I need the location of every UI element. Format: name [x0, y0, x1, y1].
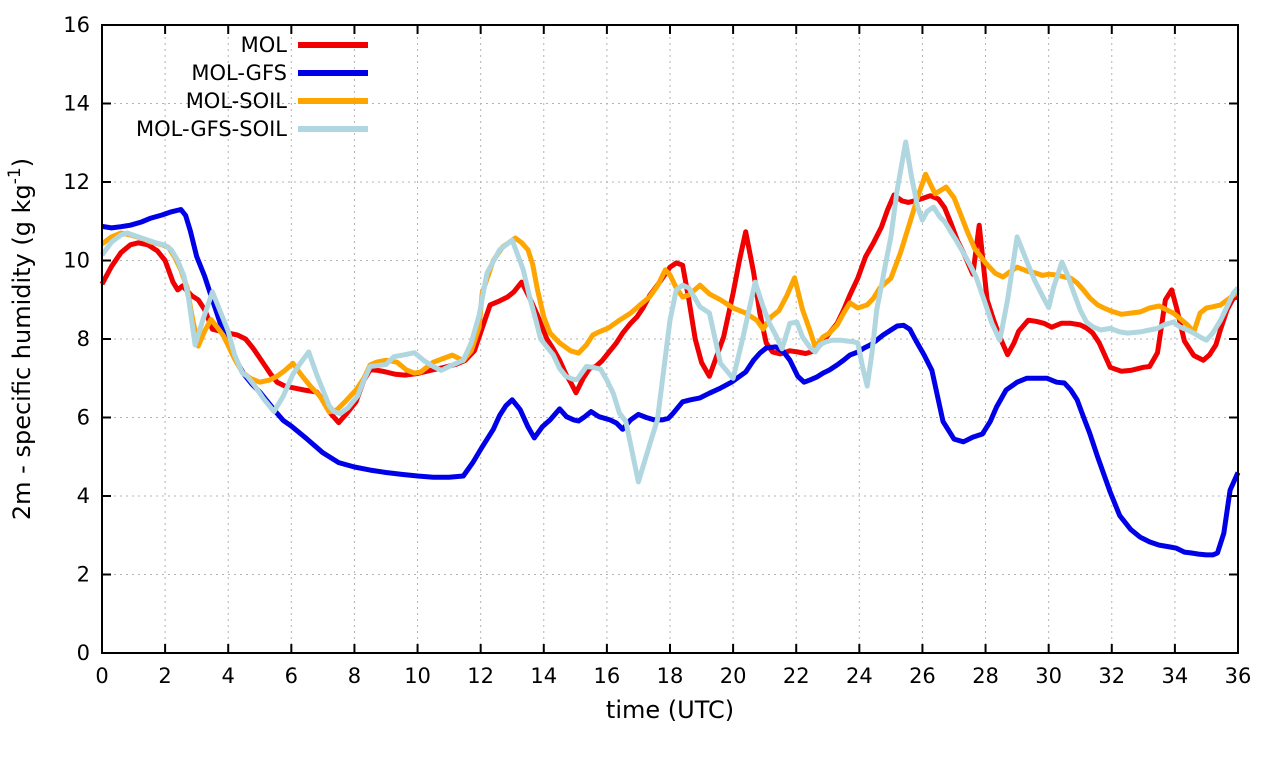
x-tick-label: 16	[594, 664, 621, 688]
x-tick-label: 6	[285, 664, 298, 688]
x-tick-label: 32	[1098, 664, 1125, 688]
y-tick-label: 2	[77, 563, 90, 587]
legend-label-MOL-GFS-SOIL: MOL-GFS-SOIL	[136, 117, 287, 141]
x-axis-label: time (UTC)	[606, 696, 734, 724]
x-tick-label: 10	[404, 664, 431, 688]
series-line-MOL	[99, 192, 1239, 426]
series-line-MOL-SOIL	[100, 171, 1240, 415]
x-tick-label: 20	[720, 664, 747, 688]
x-tick-label: 36	[1225, 664, 1252, 688]
x-tick-label: 0	[95, 664, 108, 688]
legend-label-MOL-SOIL: MOL-SOIL	[186, 89, 288, 113]
legend-label-MOL-GFS: MOL-GFS	[191, 61, 287, 85]
series-line-MOL-GFS-SOIL	[99, 139, 1240, 485]
x-tick-label: 28	[972, 664, 999, 688]
legend-label-MOL: MOL	[241, 33, 288, 57]
x-tick-label: 14	[530, 664, 557, 688]
series-line-MOL-GFS	[101, 207, 1241, 558]
x-tick-label: 34	[1162, 664, 1189, 688]
y-tick-label: 12	[63, 170, 90, 194]
x-tick-label: 30	[1035, 664, 1062, 688]
y-tick-label: 6	[77, 406, 90, 430]
x-tick-label: 12	[467, 664, 494, 688]
x-tick-label: 24	[846, 664, 873, 688]
x-tick-label: 18	[657, 664, 684, 688]
y-tick-label: 14	[63, 92, 90, 116]
x-tick-label: 4	[222, 664, 235, 688]
y-tick-label: 10	[63, 249, 90, 273]
x-tick-label: 8	[348, 664, 361, 688]
x-tick-label: 22	[783, 664, 810, 688]
y-axis-label: 2m - specific humidity (g kg-1)	[5, 158, 36, 520]
y-tick-label: 16	[63, 13, 90, 37]
y-tick-label: 8	[77, 327, 90, 351]
x-tick-label: 26	[909, 664, 936, 688]
x-tick-label: 2	[158, 664, 171, 688]
y-tick-label: 4	[77, 484, 90, 508]
y-tick-label: 0	[77, 641, 90, 665]
